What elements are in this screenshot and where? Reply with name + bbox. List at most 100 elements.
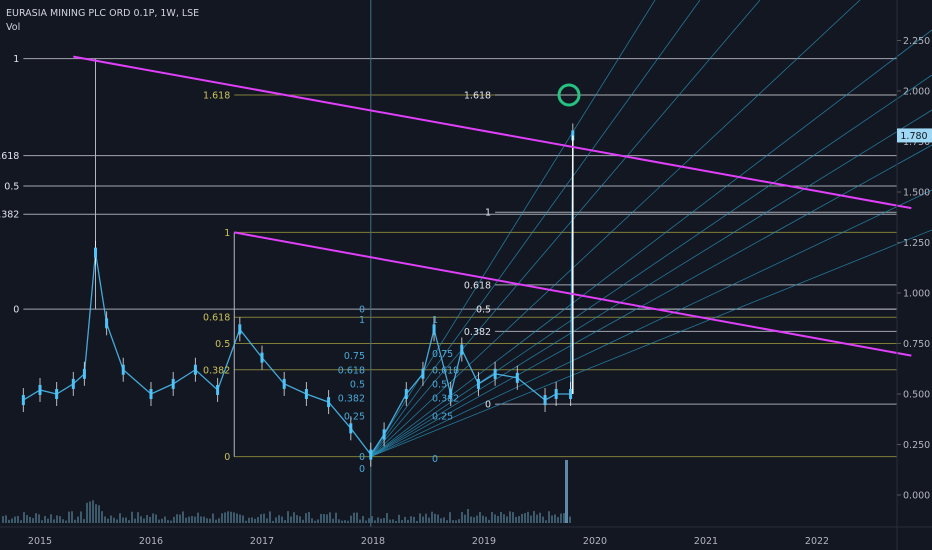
x-tick-label: 2022 — [805, 536, 829, 547]
volume-bar — [278, 515, 280, 523]
volume-bar — [542, 516, 544, 523]
fib-level-label: 0.5 — [215, 339, 230, 350]
volume-bar — [170, 520, 172, 523]
volume-bar — [98, 505, 100, 523]
fan-line — [370, 74, 932, 457]
volume-bar — [389, 519, 391, 523]
volume-bar — [440, 518, 442, 523]
volume-bar — [296, 515, 298, 523]
candle-body — [421, 368, 425, 379]
volume-bar — [362, 516, 364, 523]
fib-level-label: 0.382 — [0, 210, 19, 221]
volume-bar — [131, 511, 133, 523]
volume-bar — [26, 515, 28, 523]
fan-line — [370, 109, 932, 457]
candle-body — [369, 449, 373, 460]
candle-body — [216, 384, 220, 395]
volume-bar — [254, 518, 256, 523]
volume-bar — [356, 512, 358, 523]
volume-bar — [302, 519, 304, 523]
fan-label: 0.5 — [350, 379, 365, 390]
candle-body — [449, 389, 453, 399]
volume-bar — [530, 515, 532, 523]
volume-bar — [182, 511, 184, 523]
volume-bar — [35, 513, 37, 523]
volume-bar — [515, 516, 517, 523]
volume-bar — [323, 514, 325, 523]
volume-bar — [305, 513, 307, 523]
volume-bar — [512, 512, 514, 523]
volume-bar — [218, 518, 220, 523]
volume-bar — [80, 511, 82, 523]
target-circle — [557, 83, 581, 107]
volume-bar — [41, 520, 43, 523]
volume-bar — [275, 517, 277, 523]
volume-bar — [431, 511, 433, 523]
volume-bar — [521, 513, 523, 523]
volume-bar — [365, 520, 367, 523]
volume-bar — [461, 511, 463, 523]
volume-bar — [353, 512, 355, 523]
volume-bar — [116, 519, 118, 523]
volume-bar — [557, 517, 559, 523]
fib-level-label: 0.5 — [476, 305, 491, 316]
fib-labels: 1 0.618 0.5 0.382 0 1.618 1 0.618 0.5 0.382 0 1.618… — [0, 54, 491, 475]
volume-bar — [293, 512, 295, 523]
candle-body — [38, 384, 42, 395]
candle-body — [349, 423, 353, 434]
candle-body — [493, 368, 497, 379]
last-price-label: 1.780 — [900, 131, 927, 142]
volume-bar — [503, 514, 505, 523]
volume-bar — [257, 517, 259, 523]
candle-body — [105, 318, 109, 329]
volume-bar — [371, 516, 373, 523]
volume-bar — [29, 516, 31, 523]
volume-bar — [368, 518, 370, 523]
fan-label: 0.618 — [338, 365, 365, 376]
volume-bar — [287, 511, 289, 523]
volume-bar — [215, 519, 217, 523]
volume-bar — [506, 516, 508, 523]
volume-bar — [428, 517, 430, 523]
candle-body — [476, 378, 480, 389]
last-price-tag — [897, 128, 932, 143]
candle-body — [569, 389, 573, 399]
volume-bar — [53, 519, 55, 523]
volume-bar — [554, 514, 556, 523]
volume-bar — [290, 516, 292, 523]
volume-bar — [179, 514, 181, 523]
volume-bar — [341, 520, 343, 523]
fan-label: 0.25 — [432, 412, 453, 423]
volume-bar — [410, 516, 412, 523]
volume-bar — [185, 517, 187, 523]
fan-label: 1 — [359, 315, 365, 326]
volume-bar — [464, 514, 466, 523]
volume-bar — [119, 513, 121, 523]
fib-level-label: 0 — [13, 305, 19, 316]
volume-bar — [8, 519, 10, 523]
volume-bar — [500, 511, 502, 523]
volume-bar — [395, 520, 397, 523]
fan-line — [370, 0, 656, 457]
volume-bar — [152, 513, 154, 523]
volume-bar — [17, 515, 19, 523]
trendline — [73, 55, 912, 210]
volume-bar — [149, 516, 151, 523]
volume-bar — [128, 520, 130, 523]
volume-bar — [239, 514, 241, 523]
volume-bar — [158, 519, 160, 523]
x-tick-label: 2015 — [28, 536, 52, 547]
volume-bar — [533, 511, 535, 523]
candle-body — [515, 372, 519, 383]
candle-body — [460, 344, 464, 355]
volume-bar — [569, 516, 571, 523]
volume-bar — [485, 516, 487, 523]
volume-bar-spike — [565, 460, 568, 523]
volume-bar — [221, 513, 223, 523]
volume-bar — [446, 520, 448, 523]
volume-bar — [491, 512, 493, 523]
volume-bar — [437, 514, 439, 523]
volume-bar — [524, 513, 526, 523]
x-tick-label: 2018 — [361, 536, 385, 547]
